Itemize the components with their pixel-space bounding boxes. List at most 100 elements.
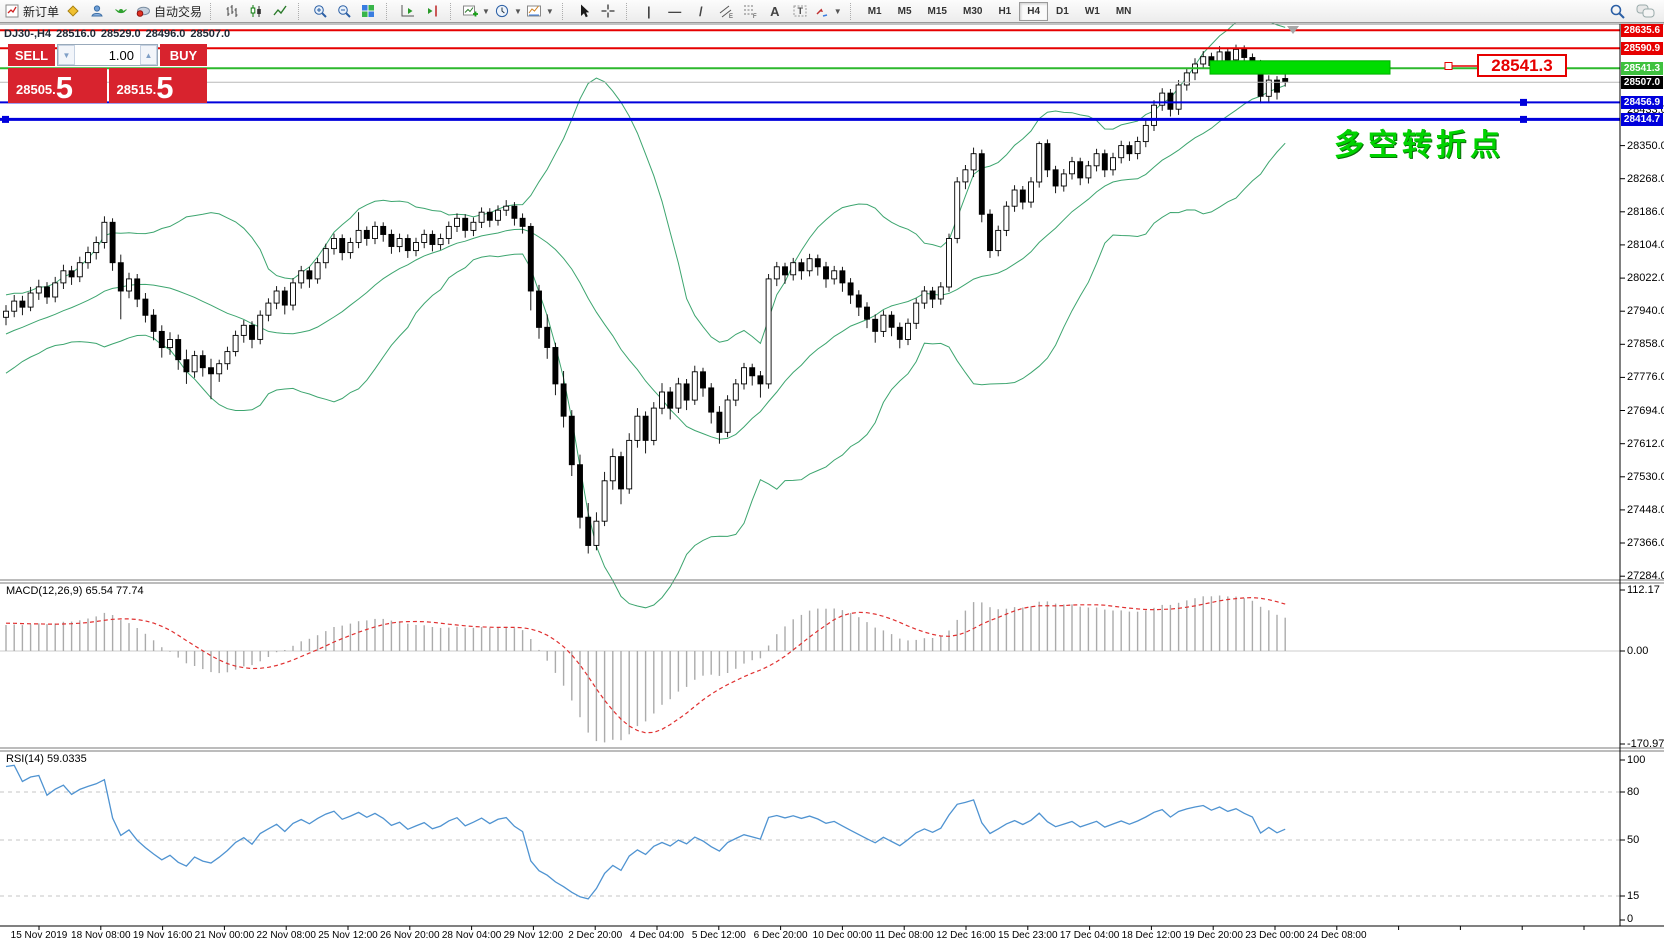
turning-point-annotation[interactable]: 多空转折点 xyxy=(1334,129,1504,162)
tab-timeframe-M15[interactable]: M15 xyxy=(927,5,947,17)
signals-button[interactable] xyxy=(109,1,133,21)
market-watch-button[interactable] xyxy=(61,1,85,21)
fibonacci-icon: F xyxy=(743,5,757,19)
price-axis-tick-label: 27366.0 xyxy=(1627,537,1664,550)
sell-price-main: 28505 xyxy=(16,82,53,97)
price-axis-tick-label: 28104.0 xyxy=(1627,238,1664,251)
time-axis-label: 22 Nov 08:00 xyxy=(256,930,316,941)
price-axis-tick-label: 28186.0 xyxy=(1627,205,1664,218)
fibonacci-button[interactable]: F xyxy=(738,1,762,21)
volume-increase-button[interactable]: ▲ xyxy=(140,45,157,65)
macd-histogram xyxy=(5,595,1286,743)
candles xyxy=(3,44,1289,554)
sell-price-big-digit: 5 xyxy=(55,70,74,105)
price-axis-tick-label: 27284.0 xyxy=(1627,570,1664,583)
tab-timeframe-H4[interactable]: H4 xyxy=(1019,1,1049,21)
tile-windows-button[interactable] xyxy=(356,1,380,21)
trendline-button[interactable]: / xyxy=(698,3,703,19)
volume-stepper: ▼ 1.00 ▲ xyxy=(57,44,158,66)
rsi-level-lines xyxy=(0,791,1620,897)
community-button[interactable] xyxy=(85,1,109,21)
time-axis-label: 29 Nov 12:00 xyxy=(503,930,564,941)
volume-value[interactable]: 1.00 xyxy=(108,47,134,63)
quote-high: 28529.0 xyxy=(100,28,141,40)
dropdown-arrow-icon: ▼ xyxy=(833,6,842,16)
time-axis-label: 25 Nov 12:00 xyxy=(318,930,378,941)
zoom-out-button[interactable] xyxy=(332,1,356,21)
channel-icon: E xyxy=(719,5,733,19)
quote-low: 28496.0 xyxy=(145,28,186,40)
line-chart-button[interactable] xyxy=(268,1,292,21)
quote-close: 28507.0 xyxy=(190,28,231,40)
horizontal-line-objects[interactable] xyxy=(0,29,1620,123)
tab-timeframe-M30[interactable]: M30 xyxy=(962,5,983,17)
price-level-badge: 28414.7 xyxy=(1621,112,1663,126)
price-tag-connector xyxy=(1444,62,1477,70)
price-axis-tick-label: 28268.0 xyxy=(1627,172,1664,185)
diamond-icon xyxy=(67,5,79,17)
horizontal-line-button[interactable]: — xyxy=(668,3,682,19)
buy-button[interactable]: BUY xyxy=(160,44,207,66)
dropdown-arrow-icon: ▼ xyxy=(545,6,554,16)
time-axis-label: 4 Dec 04:00 xyxy=(630,930,684,941)
panel-separators[interactable] xyxy=(0,579,1664,752)
tile-windows-icon xyxy=(362,5,375,17)
price-axis-tick-label: 27940.0 xyxy=(1627,305,1664,318)
sell-price[interactable]: 28505. 5 xyxy=(8,68,107,103)
crosshair-button[interactable] xyxy=(596,1,620,21)
time-axis-label: 21 Nov 00:00 xyxy=(194,930,255,941)
price-level-badge: 28635.6 xyxy=(1621,24,1663,37)
search-icon[interactable] xyxy=(1609,3,1626,20)
chat-icon[interactable] xyxy=(1636,3,1656,19)
new-order-button[interactable]: 新订单 xyxy=(2,1,61,21)
vertical-line-button[interactable]: | xyxy=(646,3,651,19)
zoom-out-icon xyxy=(338,5,351,18)
time-axis-label: 23 Dec 00:00 xyxy=(1245,930,1305,941)
sell-button[interactable]: SELL xyxy=(8,44,55,66)
price-tag-label[interactable]: 28541.3 xyxy=(1477,54,1567,77)
autotrading-icon xyxy=(136,6,151,17)
candlestick-chart-button[interactable] xyxy=(244,1,268,21)
price-axis-tick-label: 28022.0 xyxy=(1627,272,1664,285)
tab-timeframe-MN[interactable]: MN xyxy=(1115,5,1132,17)
toolbar-separator xyxy=(386,2,392,20)
price-level-badge: 28541.3 xyxy=(1621,61,1663,75)
text-label-button[interactable]: T xyxy=(788,1,812,21)
indicators-icon xyxy=(463,5,479,17)
arrows-button[interactable]: ▼ xyxy=(812,1,844,21)
time-axis-label: 18 Dec 12:00 xyxy=(1121,930,1182,941)
tab-timeframe-W1[interactable]: W1 xyxy=(1084,5,1100,17)
crosshair-icon xyxy=(601,4,615,18)
periods-button[interactable]: ▼ xyxy=(492,1,524,21)
bar-chart-button[interactable] xyxy=(220,1,244,21)
time-axis-label: 19 Nov 16:00 xyxy=(132,930,193,941)
toolbar-separator xyxy=(298,2,304,20)
autotrading-button[interactable]: 自动交易 xyxy=(133,1,204,21)
indicators-button[interactable]: ▼ xyxy=(460,1,492,21)
cursor-button[interactable] xyxy=(572,1,596,21)
highlight-rectangle[interactable] xyxy=(1209,60,1391,75)
tab-timeframe-M5[interactable]: M5 xyxy=(897,5,912,17)
channel-button[interactable]: E xyxy=(714,1,738,21)
svg-text:E: E xyxy=(729,14,733,19)
tab-timeframe-H1[interactable]: H1 xyxy=(998,5,1012,17)
cursor-icon xyxy=(580,4,589,18)
quote-header: DJ30-,H4 28516.0 28529.0 28496.0 28507.0 xyxy=(4,28,235,40)
tab-timeframe-M1[interactable]: M1 xyxy=(867,5,882,17)
text-button[interactable]: A xyxy=(770,3,780,19)
auto-scroll-button[interactable] xyxy=(396,1,420,21)
axis-tick-marks xyxy=(38,145,1625,930)
buy-price[interactable]: 28515. 5 xyxy=(108,68,207,103)
line-chart-icon xyxy=(273,5,287,16)
price-axis-tick-label: 27448.0 xyxy=(1627,503,1664,516)
templates-button[interactable]: ▼ xyxy=(524,1,556,21)
svg-text:F: F xyxy=(753,14,757,19)
zoom-in-button[interactable] xyxy=(308,1,332,21)
volume-decrease-button[interactable]: ▼ xyxy=(58,45,75,65)
price-axis-tick-label: 27530.0 xyxy=(1627,470,1664,483)
price-level-badge: 28590.9 xyxy=(1621,41,1663,55)
chart-shift-button[interactable] xyxy=(420,1,444,21)
rsi-indicator-label: RSI(14) 59.0335 xyxy=(6,753,87,765)
tab-timeframe-D1[interactable]: D1 xyxy=(1056,5,1069,17)
